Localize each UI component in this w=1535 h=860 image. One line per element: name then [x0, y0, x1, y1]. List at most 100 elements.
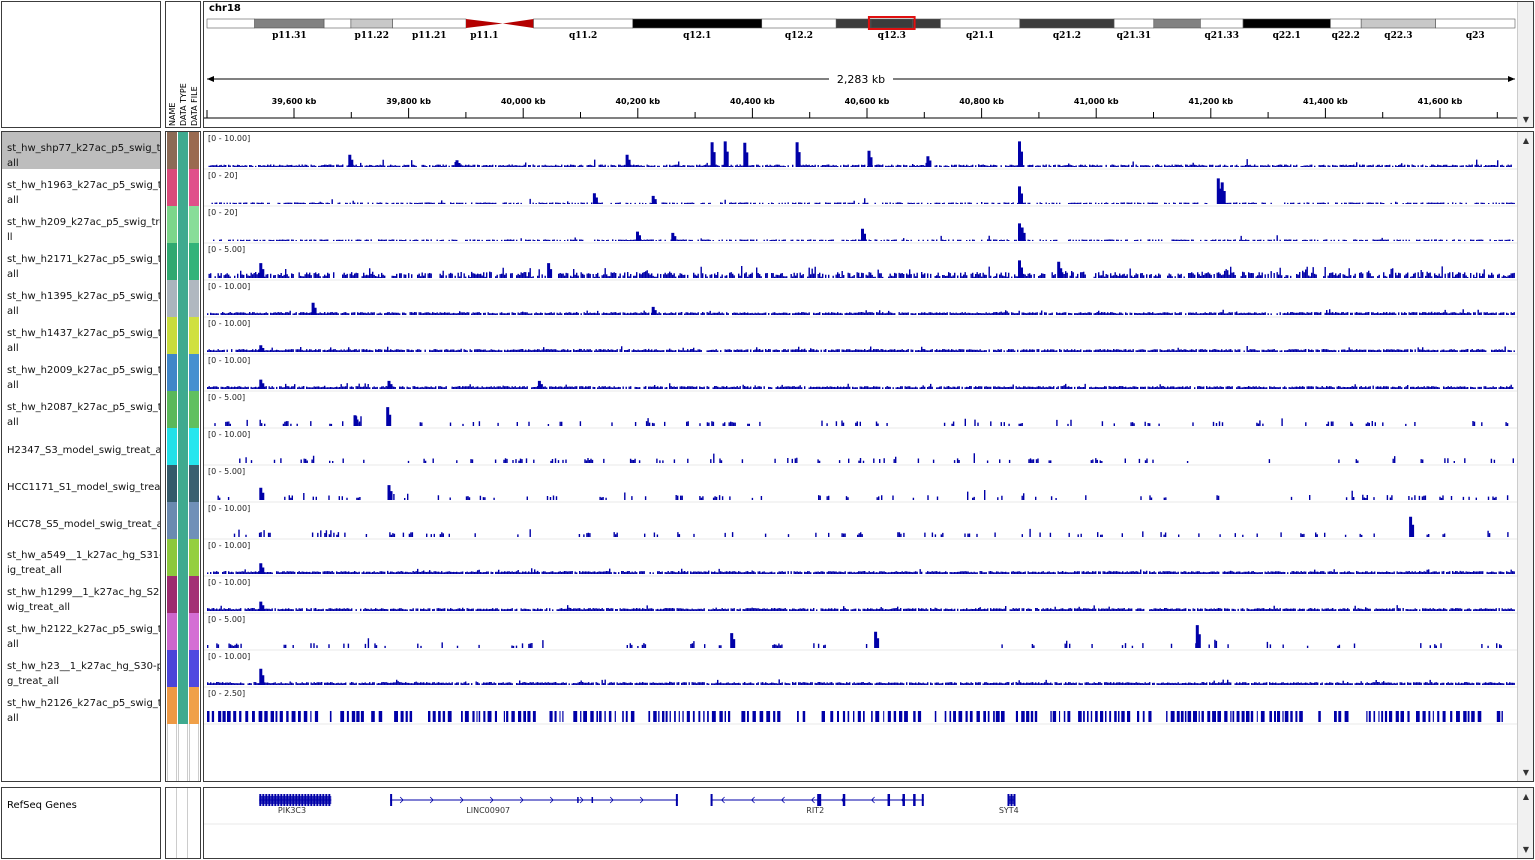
band-q12.3a[interactable] — [835, 18, 872, 29]
attribute-cell[interactable] — [167, 576, 177, 613]
attribute-cell[interactable] — [167, 317, 177, 354]
attribute-cell[interactable] — [189, 206, 199, 243]
band-p11.23[interactable] — [323, 18, 352, 29]
band-q21.33[interactable] — [1200, 18, 1244, 29]
band-q22.3[interactable] — [1360, 18, 1436, 29]
band-q12.2[interactable] — [761, 18, 837, 29]
attribute-cell[interactable] — [189, 132, 199, 169]
attribute-cell[interactable] — [167, 650, 177, 687]
track-name[interactable]: st_hw_shp77_k27ac_p5_swig_tr all — [2, 132, 160, 169]
scroll-down-icon[interactable]: ▼ — [1522, 115, 1530, 124]
signal-track[interactable] — [239, 453, 1515, 463]
band-q21.32[interactable] — [1153, 18, 1201, 29]
track-name[interactable]: st_hw_h1437_k27ac_p5_swig_tr all — [2, 317, 160, 354]
centromere-band[interactable] — [502, 19, 534, 28]
signal-tracks[interactable] — [204, 132, 1518, 782]
track-name[interactable]: st_hw_h2122_k27ac_p5_swig_tr all — [2, 613, 160, 650]
scroll-down-icon[interactable]: ▼ — [1522, 768, 1530, 777]
band-p11.22[interactable] — [350, 18, 393, 29]
attribute-cell[interactable] — [178, 354, 188, 391]
attribute-cell[interactable] — [167, 391, 177, 428]
attribute-cell[interactable] — [189, 465, 199, 502]
signal-track[interactable] — [213, 223, 1514, 241]
attribute-cell[interactable] — [178, 391, 188, 428]
attribute-cell[interactable] — [178, 502, 188, 539]
band-p11.32[interactable] — [206, 18, 255, 29]
signal-track[interactable] — [207, 302, 1515, 315]
signal-track[interactable] — [207, 379, 1514, 389]
attribute-cell[interactable] — [189, 169, 199, 206]
attribute-cell[interactable] — [167, 502, 177, 539]
attribute-header-name[interactable]: NAME — [168, 102, 177, 126]
gene-rit2[interactable]: RIT2 — [710, 794, 924, 815]
band-q21.1[interactable] — [940, 18, 1021, 29]
attribute-cell[interactable] — [178, 650, 188, 687]
track-name[interactable]: st_hw_h23__1_k27ac_hg_S30-p5 g_treat_all — [2, 650, 160, 687]
attribute-header-datafile[interactable]: DATA FILE — [190, 86, 199, 126]
band-q21.2[interactable] — [1019, 18, 1115, 29]
signal-track[interactable] — [207, 563, 1515, 574]
gene-linc00907[interactable]: LINC00907 — [390, 794, 678, 815]
attribute-cell[interactable] — [189, 243, 199, 280]
chromosome-ideogram[interactable]: p11.31 p11.22 p11.21 p11.1 q11.2 q12.1 q12.2 q1… — [204, 2, 1518, 52]
attribute-cell[interactable] — [189, 576, 199, 613]
band-q12.1[interactable] — [632, 18, 763, 29]
band-q22.1[interactable] — [1242, 18, 1331, 29]
band-q22.2[interactable] — [1330, 18, 1362, 29]
attribute-cell[interactable] — [167, 206, 177, 243]
data-scrollbar[interactable]: ▲ ▼ — [1517, 132, 1533, 781]
track-name[interactable]: st_hw_h2009_k27ac_p5_swig_tr all — [2, 354, 160, 391]
attribute-cell[interactable] — [189, 650, 199, 687]
signal-track[interactable] — [207, 668, 1515, 685]
refseq-genes-track[interactable]: PIK3C3 LINC00907 RIT2 SYT4 — [204, 788, 1518, 859]
attribute-cell[interactable] — [178, 280, 188, 317]
band-q23[interactable] — [1435, 18, 1516, 29]
track-name[interactable]: st_hw_h2126_k27ac_p5_swig_tr all — [2, 687, 160, 724]
attribute-cell[interactable] — [178, 169, 188, 206]
attribute-cell[interactable] — [178, 465, 188, 502]
attribute-header-datatype[interactable]: DATA TYPE — [179, 83, 188, 126]
attribute-cell[interactable] — [189, 428, 199, 465]
track-name[interactable]: st_hw_h1395_k27ac_p5_swig_tr all — [2, 280, 160, 317]
attribute-cell[interactable] — [178, 132, 188, 169]
track-name[interactable]: st_hw_h209_k27ac_p5_swig_tre ll — [2, 206, 160, 243]
attribute-cell[interactable] — [189, 317, 199, 354]
attribute-cell[interactable] — [178, 243, 188, 280]
attribute-cell[interactable] — [189, 354, 199, 391]
ruler[interactable]: 2,283 kb 39,600 kb 39,800 kb 40,000 kb 40,20… — [204, 62, 1518, 128]
header-scrollbar[interactable]: ▼ — [1517, 2, 1533, 127]
track-name[interactable]: HCC1171_S1_model_swig_treat_ — [2, 465, 160, 502]
attribute-cell[interactable] — [189, 280, 199, 317]
track-name[interactable]: H2347_S3_model_swig_treat_all — [2, 428, 160, 465]
signal-track[interactable] — [207, 711, 1503, 722]
attribute-cell[interactable] — [178, 613, 188, 650]
attribute-cell[interactable] — [178, 428, 188, 465]
attribute-cell[interactable] — [167, 428, 177, 465]
band-q12.3b[interactable] — [912, 18, 941, 29]
band-p11.31[interactable] — [254, 18, 325, 29]
attribute-cell[interactable] — [167, 539, 177, 576]
current-region-box[interactable] — [867, 16, 916, 30]
attribute-cell[interactable] — [189, 613, 199, 650]
attribute-cell[interactable] — [167, 280, 177, 317]
signal-track[interactable] — [208, 260, 1515, 278]
attribute-cell[interactable] — [167, 169, 177, 206]
track-name[interactable]: HCC78_S5_model_swig_treat_al — [2, 502, 160, 539]
attribute-cell[interactable] — [167, 613, 177, 650]
track-name[interactable]: st_hw_h2171_k27ac_p5_swig_tr all — [2, 243, 160, 280]
attribute-cell[interactable] — [167, 687, 177, 724]
feature-scrollbar[interactable]: ▲ ▼ — [1517, 788, 1533, 858]
band-p11.21[interactable] — [392, 18, 467, 29]
scroll-up-icon[interactable]: ▲ — [1522, 136, 1530, 145]
signal-track[interactable] — [207, 345, 1515, 352]
attribute-cell[interactable] — [189, 502, 199, 539]
attribute-cell[interactable] — [167, 243, 177, 280]
attribute-cell[interactable] — [178, 206, 188, 243]
attribute-cell[interactable] — [178, 539, 188, 576]
signal-track[interactable] — [207, 601, 1515, 611]
track-name[interactable]: st_hw_h1963_k27ac_p5_swig_tr all — [2, 169, 160, 206]
refseq-track-name[interactable]: RefSeq Genes — [7, 800, 77, 811]
attribute-cell[interactable] — [189, 687, 199, 724]
attribute-cell[interactable] — [178, 687, 188, 724]
attribute-cell[interactable] — [167, 132, 177, 169]
